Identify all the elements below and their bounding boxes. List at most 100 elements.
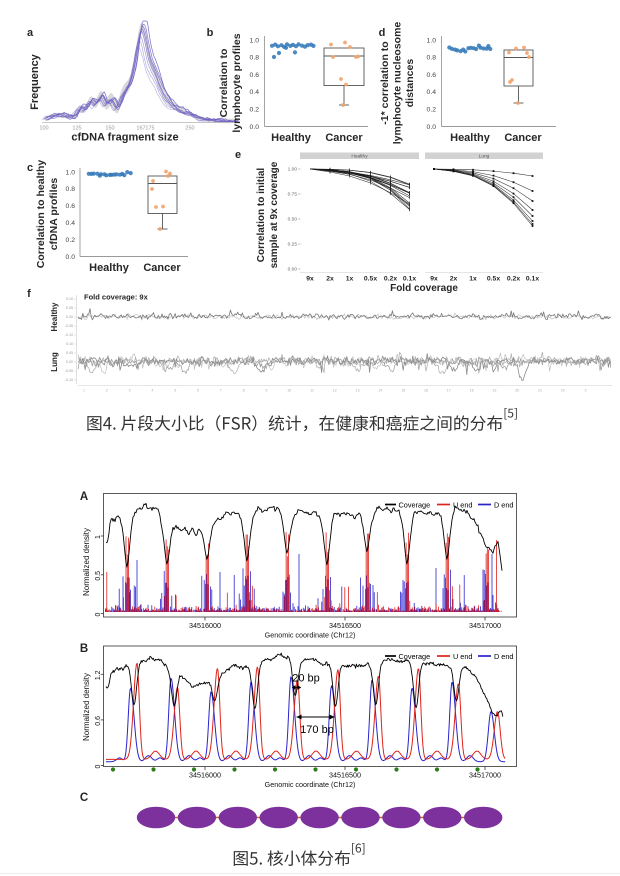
svg-text:A: A: [80, 491, 88, 503]
svg-text:Healthy: Healthy: [89, 262, 130, 274]
svg-text:4: 4: [151, 389, 153, 393]
svg-text:0.2: 0.2: [427, 107, 437, 114]
svg-text:b: b: [207, 27, 214, 39]
svg-text:34516500: 34516500: [329, 771, 361, 780]
svg-text:0.05: 0.05: [66, 306, 73, 310]
svg-text:Lung: Lung: [50, 352, 59, 372]
svg-text:D end: D end: [494, 501, 513, 510]
svg-text:0.00: 0.00: [66, 360, 73, 364]
svg-text:17: 17: [447, 389, 451, 393]
svg-text:Genomic coordinate (Chr12): Genomic coordinate (Chr12): [265, 780, 356, 789]
svg-text:20 bp: 20 bp: [292, 673, 320, 685]
svg-text:0: 0: [95, 612, 102, 616]
svg-text:-0.05: -0.05: [65, 324, 73, 328]
svg-text:0.1x: 0.1x: [526, 276, 539, 283]
svg-text:1.0: 1.0: [427, 37, 437, 44]
svg-text:Normalized density: Normalized density: [82, 673, 91, 741]
svg-text:2x: 2x: [326, 276, 334, 283]
svg-text:Healthy: Healthy: [450, 132, 491, 144]
svg-text:distances: distances: [404, 59, 416, 108]
svg-text:21: 21: [538, 389, 542, 393]
svg-text:Correlation to: Correlation to: [218, 49, 230, 118]
svg-text:0.0: 0.0: [66, 254, 76, 261]
svg-text:Fold coverage: Fold coverage: [390, 283, 458, 294]
svg-text:250: 250: [185, 126, 194, 132]
svg-text:1.2: 1.2: [95, 670, 102, 680]
svg-text:14: 14: [378, 389, 382, 393]
svg-text:0.0: 0.0: [250, 124, 260, 131]
svg-text:0.8: 0.8: [427, 55, 437, 62]
svg-text:B: B: [80, 643, 88, 655]
svg-text:Healthy: Healthy: [351, 154, 368, 160]
svg-text:X: X: [584, 389, 587, 393]
svg-text:Lung: Lung: [479, 154, 490, 160]
svg-text:12: 12: [333, 389, 337, 393]
svg-text:-1* correlation to: -1* correlation to: [379, 41, 391, 124]
svg-text:20: 20: [515, 389, 519, 393]
svg-text:0.50: 0.50: [288, 217, 298, 223]
svg-text:34516000: 34516000: [189, 621, 221, 630]
svg-text:1.0: 1.0: [250, 37, 260, 44]
svg-text:Frequency: Frequency: [29, 53, 41, 110]
svg-text:Correlation to healthy: Correlation to healthy: [35, 160, 47, 269]
svg-text:19: 19: [492, 389, 496, 393]
svg-text:34516500: 34516500: [329, 621, 361, 630]
svg-text:d: d: [379, 27, 386, 39]
svg-text:Healthy: Healthy: [50, 302, 59, 331]
svg-text:0.4: 0.4: [66, 220, 76, 227]
svg-text:U end: U end: [453, 652, 472, 661]
svg-text:7: 7: [220, 389, 222, 393]
svg-text:9: 9: [265, 389, 267, 393]
svg-text:0.0: 0.0: [427, 124, 437, 131]
svg-text:Correlation to initial: Correlation to initial: [256, 168, 267, 263]
svg-text:0.10: 0.10: [66, 342, 73, 346]
svg-text:U end: U end: [453, 501, 472, 510]
svg-text:9x: 9x: [306, 276, 314, 283]
svg-text:-0.10: -0.10: [65, 378, 73, 382]
svg-text:0.75: 0.75: [288, 192, 298, 198]
svg-text:1.00: 1.00: [288, 167, 298, 173]
svg-text:170 bp: 170 bp: [300, 724, 334, 736]
svg-text:6: 6: [197, 389, 199, 393]
svg-text:34517000: 34517000: [469, 771, 501, 780]
svg-text:0.8: 0.8: [66, 186, 76, 193]
svg-text:-0.10: -0.10: [65, 333, 73, 337]
svg-text:3: 3: [129, 389, 131, 393]
svg-text:0.4: 0.4: [427, 89, 437, 96]
svg-text:e: e: [235, 149, 241, 161]
svg-text:Healthy: Healthy: [271, 132, 312, 144]
svg-text:Fold coverage: 9x: Fold coverage: 9x: [84, 293, 149, 302]
svg-text:1x: 1x: [469, 276, 477, 283]
svg-text:13: 13: [356, 389, 360, 393]
svg-text:100: 100: [39, 126, 48, 132]
svg-text:0.5: 0.5: [95, 571, 102, 581]
svg-text:9x: 9x: [430, 276, 438, 283]
svg-text:sample at 9x coverage: sample at 9x coverage: [269, 161, 280, 268]
svg-text:167: 167: [136, 126, 145, 132]
svg-text:0.4: 0.4: [250, 89, 260, 96]
svg-text:0.6: 0.6: [95, 716, 102, 726]
svg-text:0.6: 0.6: [427, 72, 437, 79]
svg-text:0.6: 0.6: [66, 203, 76, 210]
svg-text:Normalized density: Normalized density: [82, 528, 91, 596]
svg-text:c: c: [27, 162, 33, 174]
svg-text:18: 18: [470, 389, 474, 393]
svg-text:0.6: 0.6: [250, 72, 260, 79]
svg-text:0.5x: 0.5x: [364, 276, 377, 283]
svg-text:34516000: 34516000: [189, 771, 221, 780]
svg-text:175: 175: [145, 126, 154, 132]
svg-text:0.2x: 0.2x: [507, 276, 520, 283]
svg-text:0.2x: 0.2x: [384, 276, 397, 283]
svg-text:Coverage: Coverage: [399, 501, 431, 510]
svg-text:125: 125: [72, 126, 81, 132]
svg-text:5: 5: [174, 389, 176, 393]
svg-text:0.8: 0.8: [250, 55, 260, 62]
svg-text:11: 11: [310, 389, 314, 393]
svg-text:0.10: 0.10: [66, 297, 73, 301]
svg-text:150: 150: [105, 126, 114, 132]
svg-text:f: f: [27, 288, 31, 300]
svg-text:2: 2: [106, 389, 108, 393]
svg-text:34517000: 34517000: [469, 621, 501, 630]
svg-text:16: 16: [424, 389, 428, 393]
svg-text:2x: 2x: [450, 276, 458, 283]
